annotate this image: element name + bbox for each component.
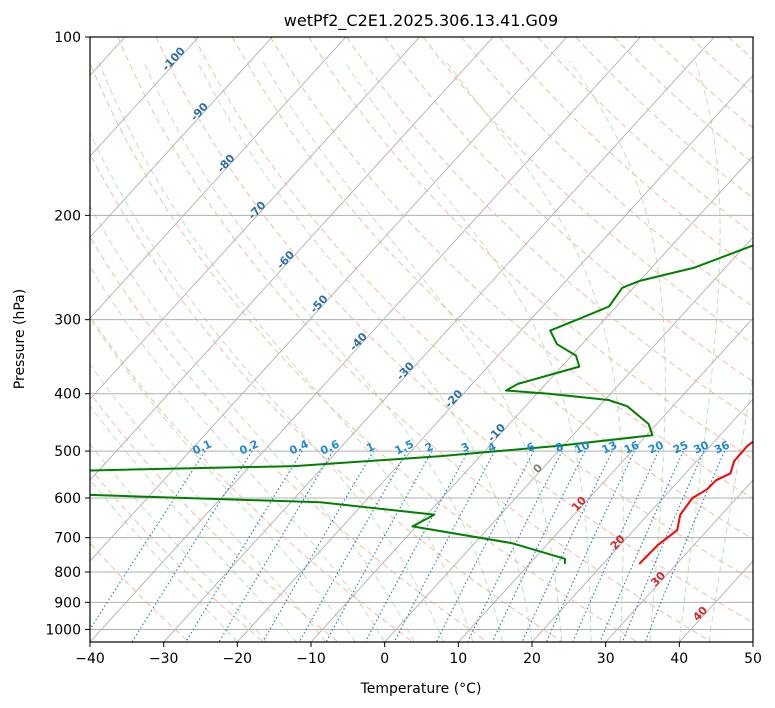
mixing-ratio-line — [185, 450, 303, 642]
plot-frame — [89, 36, 754, 643]
dry-adiabat-line — [117, 37, 712, 642]
mixing-ratio-label: 20 — [646, 438, 666, 456]
dry-adiabat-line — [575, 37, 753, 199]
isotherm-line — [531, 398, 753, 642]
y-tick-label: 900 — [54, 595, 81, 611]
y-axis: 100 200 300 400 500 600 700 800 900 1000 — [45, 30, 90, 638]
moist-adiabat-line — [98, 61, 474, 642]
mixing-ratio-line — [393, 450, 496, 642]
dry-adiabat-line — [308, 37, 753, 460]
moist-adiabat-line — [343, 61, 592, 642]
moist-adiabat-line — [90, 131, 445, 642]
mixing-ratio-line — [364, 450, 469, 642]
y-tick-label: 200 — [54, 208, 81, 224]
mixing-ratio-label: 30 — [692, 438, 712, 456]
temperature-profile-line — [638, 440, 753, 565]
y-tick-label: 100 — [54, 30, 81, 46]
y-tick-label: 300 — [54, 313, 81, 329]
y-tick-label: 700 — [54, 531, 81, 547]
y-tick-label: 1000 — [45, 622, 81, 638]
x-tick-label: 50 — [744, 651, 762, 667]
mixing-ratio-line — [218, 450, 334, 642]
x-tick-label: 30 — [597, 651, 615, 667]
isotherms — [90, 37, 753, 642]
isotherm-line — [90, 37, 199, 157]
isotherm-line — [163, 37, 715, 642]
mixing-ratio-line — [298, 450, 408, 642]
mixing-ratio-line — [599, 450, 684, 642]
dry-adiabat-line — [90, 315, 414, 642]
isotherm-line — [458, 317, 753, 642]
moist-adiabat-line — [678, 61, 721, 642]
x-tick-label: 40 — [670, 651, 688, 667]
isotherm-line — [384, 236, 753, 642]
mixing-ratio-line — [644, 450, 726, 642]
mixing-ratio-label: 13 — [600, 438, 619, 456]
isotherm-line — [90, 37, 273, 238]
isotherm-line — [90, 37, 494, 481]
moist-adiabat-line — [708, 374, 753, 642]
dry-adiabat-line — [90, 61, 638, 642]
x-tick-label: −10 — [296, 651, 326, 667]
dry-adiabat-line — [90, 392, 339, 642]
dry-adiabat-line — [155, 37, 753, 624]
moist-adiabat-line — [90, 265, 386, 642]
chart-title: wetPf2_C2E1.2025.306.13.41.G09 — [284, 11, 558, 31]
mixing-ratio-label: 36 — [712, 438, 732, 456]
dry-adiabats — [90, 37, 753, 642]
mixing-ratio-label: 16 — [622, 438, 642, 456]
isotherm-line — [90, 37, 420, 400]
isotherm-line — [90, 37, 568, 562]
dewpoint-profile-line — [90, 243, 753, 564]
isotherm-line — [237, 74, 753, 642]
mixing-ratio-line — [262, 450, 374, 642]
y-tick-label: 600 — [54, 491, 81, 507]
mixing-ratio-line — [325, 450, 433, 642]
y-tick-label: 500 — [54, 444, 81, 460]
moist-adiabat-line — [90, 404, 297, 642]
x-axis: −40 −30 −20 −10 0 10 20 30 40 50 — [75, 642, 762, 667]
mixing-ratio-line — [131, 450, 253, 642]
mixing-ratio-label: 25 — [671, 438, 690, 456]
x-tick-label: 0 — [380, 651, 389, 667]
dry-adiabat-line — [460, 37, 753, 308]
x-tick-label: 20 — [523, 651, 541, 667]
moist-adiabat-line — [90, 363, 327, 642]
isotherm-line — [90, 37, 641, 642]
x-tick-label: 10 — [449, 651, 467, 667]
x-tick-label: −30 — [149, 651, 179, 667]
y-tick-label: 800 — [54, 565, 81, 581]
mixing-ratio-label: 10 — [573, 438, 593, 456]
dry-adiabat-line — [90, 152, 563, 642]
dry-adiabat-line — [346, 37, 753, 421]
moist-adiabat-line — [143, 61, 503, 642]
dry-adiabat-line — [384, 37, 753, 383]
x-axis-title: Temperature (°C) — [360, 681, 482, 697]
mixing-ratio-line — [521, 450, 613, 642]
dry-adiabat-line — [537, 37, 753, 235]
moist-adiabat-line — [445, 61, 624, 642]
mixing-ratio-lines — [90, 450, 726, 642]
sounding-profiles — [90, 243, 753, 565]
dry-adiabat-line — [422, 37, 753, 345]
moist-adiabat-line — [90, 317, 356, 642]
x-tick-label: −40 — [75, 651, 105, 667]
moist-adiabat-line — [196, 61, 533, 642]
moist-adiabat-line — [262, 61, 562, 642]
isotherm-line — [90, 37, 347, 319]
x-tick-label: −20 — [223, 651, 253, 667]
mixing-ratio-line — [491, 450, 586, 642]
moist-adiabat-line — [569, 61, 666, 642]
isotherm-line — [605, 479, 753, 642]
dry-adiabat-line — [193, 37, 753, 582]
dry-adiabat-line — [231, 37, 753, 540]
y-tick-label: 400 — [54, 387, 81, 403]
y-axis-title: Pressure (hPa) — [12, 289, 28, 389]
dry-adiabat-line — [270, 37, 753, 500]
mixing-ratio-line — [572, 450, 660, 642]
moist-adiabats — [90, 61, 753, 642]
mixing-ratio-line — [621, 450, 705, 642]
plot-area: 0.1 0.2 0.4 0.6 1 1.5 2 3 4 6 8 10 13 16 20 25 30 36-100-… — [90, 37, 753, 642]
